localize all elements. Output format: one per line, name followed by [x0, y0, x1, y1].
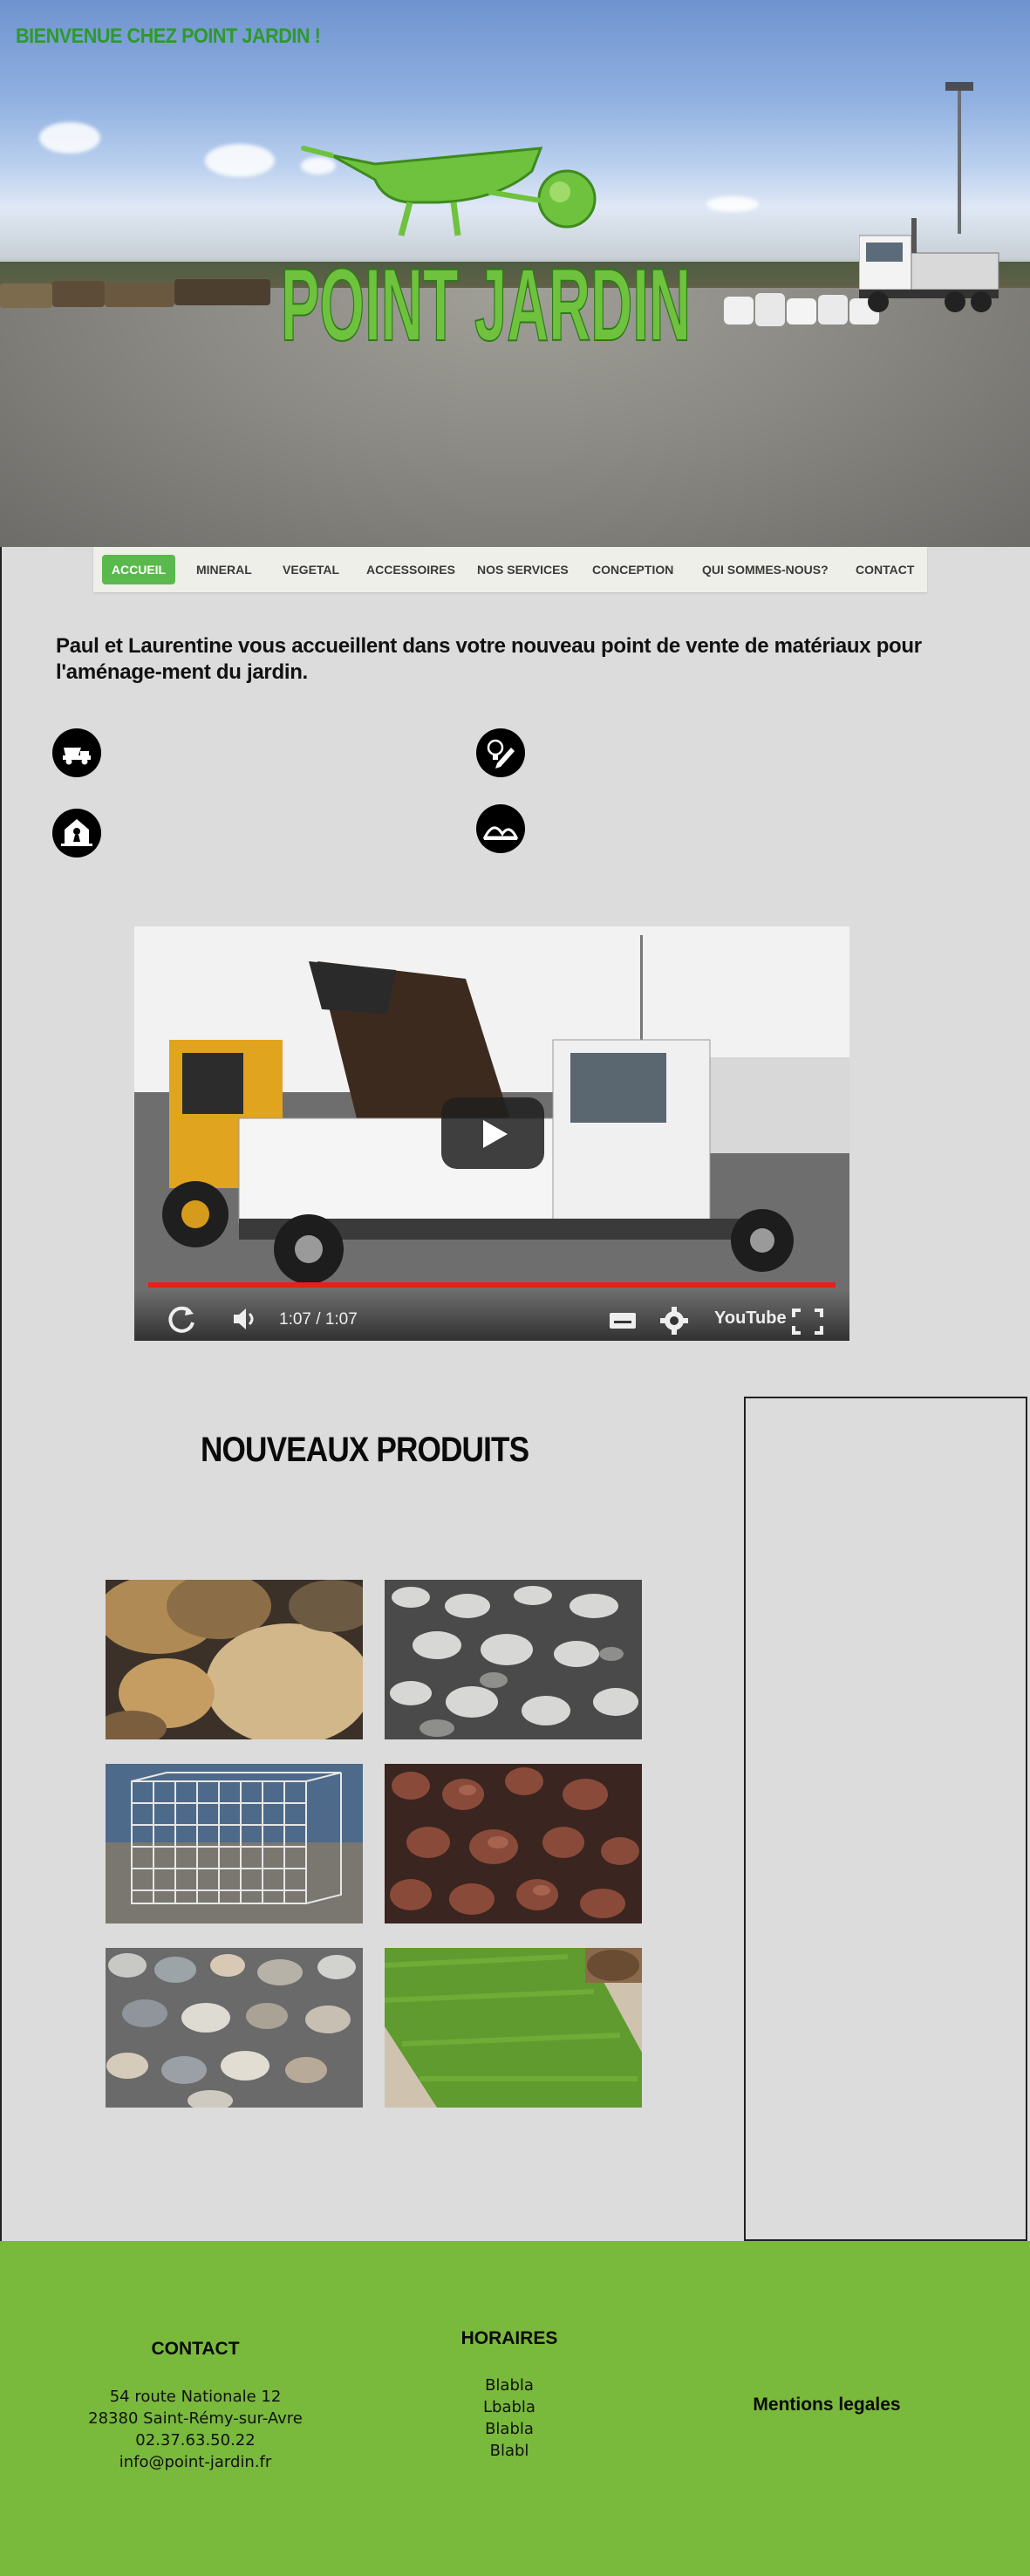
footer-email[interactable]: info@point-jardin.fr: [119, 2453, 272, 2471]
light-pole: [958, 85, 961, 234]
footer-hours-title: HORAIRES: [460, 2328, 558, 2348]
nav-item-vegetal[interactable]: VEGETAL: [283, 563, 340, 577]
product-gazon-en-rouleau[interactable]: [385, 1948, 642, 2108]
replay-icon[interactable]: [164, 1303, 199, 1335]
cloud: [706, 196, 759, 212]
welcome-heading: BIENVENUE CHEZ POINT JARDIN !: [16, 24, 321, 48]
hero-banner: BIENVENUE CHEZ POINT JARDIN ! POINT JARD…: [0, 0, 1030, 547]
products-title: NOUVEAUX PRODUITS: [201, 1431, 529, 1469]
product-gabion[interactable]: [106, 1764, 363, 1923]
big-bags: [724, 293, 879, 326]
dump-truck-photo: [859, 218, 999, 312]
material-pile: [52, 281, 105, 307]
product-galets-large[interactable]: [106, 1580, 363, 1739]
nav-item-mineral[interactable]: MINERAL: [196, 563, 252, 577]
footer-city: 28380 Saint-Rémy-sur-Avre: [88, 2409, 303, 2428]
footer-hours-line: Blabla: [485, 2420, 534, 2438]
footer-hours-line: Lbabla: [483, 2398, 535, 2416]
cloud: [301, 157, 336, 174]
material-pile: [105, 283, 174, 307]
dump-truck-icon: [52, 728, 101, 777]
product-galets-blancs[interactable]: [385, 1580, 642, 1739]
footer-address: 54 route Nationale 12: [109, 2388, 282, 2406]
house-person-icon: [52, 809, 101, 858]
material-pile: [174, 279, 270, 305]
youtube-video[interactable]: 1:07 / 1:07 YouTube: [134, 926, 849, 1341]
cloud: [205, 144, 275, 177]
sidebar-box: [744, 1397, 1027, 2241]
point-jardin-logo: POINT JARDIN: [280, 146, 692, 353]
footer-contact-title: CONTACT: [151, 2339, 240, 2359]
footer-hours-line: Blabl: [489, 2442, 529, 2460]
gravel-ground: [0, 288, 1030, 547]
cloud: [39, 122, 100, 154]
product-galets-multicolores[interactable]: [106, 1948, 363, 2108]
play-button[interactable]: [441, 1097, 544, 1169]
nav-item-accueil[interactable]: ACCUEIL: [102, 555, 175, 584]
captions-icon[interactable]: [608, 1310, 638, 1331]
intro-text: Paul et Laurentine vous accueillent dans…: [56, 634, 922, 684]
hills-icon: [476, 804, 525, 853]
nav-item-qui-sommes-nous[interactable]: QUI SOMMES-NOUS?: [702, 563, 829, 577]
material-pile: [0, 284, 52, 308]
nav-item-conception[interactable]: CONCEPTION: [592, 563, 674, 577]
footer: CONTACT 54 route Nationale 12 28380 Sain…: [0, 2241, 1030, 2576]
lightbulb-pencil-icon: [476, 728, 525, 777]
nav-item-accessoires[interactable]: ACCESSOIRES: [366, 563, 455, 577]
settings-gear-icon[interactable]: [658, 1305, 690, 1336]
video-time: 1:07 / 1:07: [279, 1310, 358, 1329]
volume-icon[interactable]: [230, 1306, 262, 1332]
main-nav: ACCUEIL MINERAL VEGETAL ACCESSOIRES NOS …: [93, 547, 927, 592]
video-progress-bar[interactable]: [148, 1282, 836, 1288]
product-pouzzolane[interactable]: [385, 1764, 642, 1923]
content-left-border: [0, 547, 2, 2241]
youtube-logo[interactable]: YouTube: [714, 1308, 787, 1328]
footer-legal-link[interactable]: Mentions legales: [753, 2395, 901, 2415]
logo-text: POINT JARDIN: [281, 248, 691, 353]
nav-item-contact[interactable]: CONTACT: [856, 563, 915, 577]
nav-item-nos-services[interactable]: NOS SERVICES: [477, 563, 569, 577]
light-lamp: [945, 82, 973, 91]
video-controls: [134, 1289, 849, 1341]
footer-hours-line: Blabla: [485, 2376, 534, 2395]
footer-phone[interactable]: 02.37.63.50.22: [135, 2431, 256, 2450]
fullscreen-icon[interactable]: [790, 1307, 825, 1336]
